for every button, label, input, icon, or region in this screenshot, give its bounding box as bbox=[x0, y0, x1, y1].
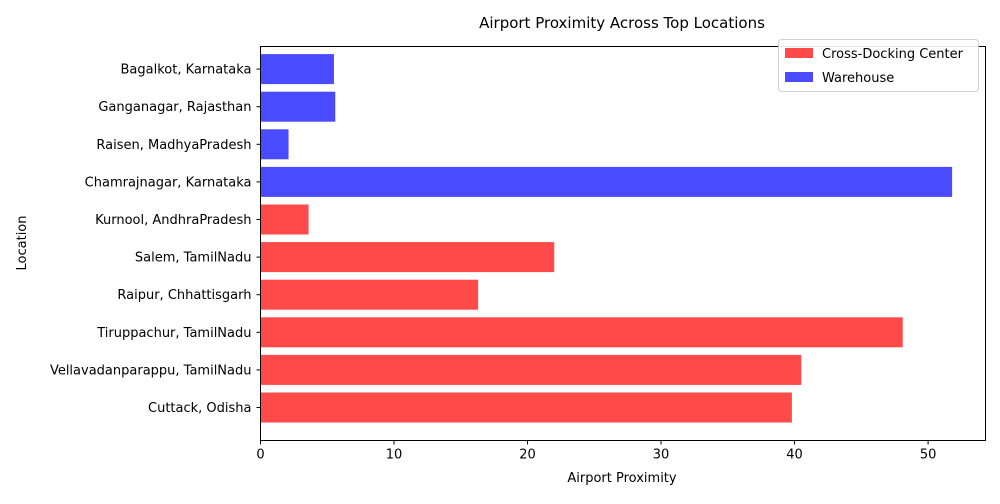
x-tick-label: 30 bbox=[653, 448, 670, 463]
legend-label-cross-docking-center: Cross-Docking Center bbox=[822, 47, 964, 62]
bar-cuttack-odisha bbox=[260, 392, 792, 423]
y-axis-label: Location bbox=[15, 216, 30, 271]
legend-swatch-warehouse bbox=[785, 72, 813, 82]
y-tick-label: Vellavadanparappu, TamilNadu bbox=[50, 363, 252, 378]
y-tick-label: Tiruppachur, TamilNadu bbox=[96, 326, 251, 341]
y-tick-label: Salem, TamilNadu bbox=[135, 251, 252, 266]
y-tick-label: Raipur, Chhattisgarh bbox=[117, 288, 251, 303]
y-tick-label: Ganganagar, Rajasthan bbox=[98, 100, 251, 115]
chart-title: Airport Proximity Across Top Locations bbox=[479, 14, 765, 32]
y-tick-label: Chamrajnagar, Karnataka bbox=[85, 175, 252, 190]
bar-salem-tamilnadu bbox=[260, 242, 555, 273]
y-tick-label: Raisen, MadhyaPradesh bbox=[96, 138, 251, 153]
plot-frame bbox=[260, 46, 986, 441]
bar-vellavadanparappu-tamilnadu bbox=[260, 354, 802, 385]
x-tick-label: 0 bbox=[256, 448, 264, 463]
x-tick-label: 50 bbox=[920, 448, 937, 463]
bar-bagalkot-karnataka bbox=[260, 54, 334, 85]
x-tick-label: 20 bbox=[519, 448, 536, 463]
legend-frame bbox=[778, 39, 979, 92]
bar-raipur-chhattisgarh bbox=[260, 279, 479, 310]
bar-chamrajnagar-karnataka bbox=[260, 166, 953, 197]
legend-label-warehouse: Warehouse bbox=[822, 71, 894, 86]
y-tick-label: Kurnool, AndhraPradesh bbox=[95, 213, 251, 228]
bar-tiruppachur-tamilnadu bbox=[260, 317, 903, 348]
bars-layer bbox=[260, 54, 953, 423]
legend-swatch-cross-docking-center bbox=[785, 48, 813, 58]
y-tick-label: Cuttack, Odisha bbox=[148, 401, 252, 416]
y-axis: Cuttack, Odisha Vellavadanparappu, TamilN… bbox=[50, 63, 261, 416]
x-axis-label: Airport Proximity bbox=[567, 471, 677, 486]
x-axis: 0 10 20 30 40 50 bbox=[256, 440, 937, 463]
bar-ganganagar-rajasthan bbox=[260, 91, 336, 122]
bar-kurnool-andhrapradesh bbox=[260, 204, 309, 235]
x-tick-label: 10 bbox=[386, 448, 403, 463]
y-tick-label: Bagalkot, Karnataka bbox=[120, 63, 251, 78]
x-tick-label: 40 bbox=[786, 448, 803, 463]
legend: Cross-Docking Center Warehouse bbox=[778, 39, 979, 92]
bar-raisen-madhyapradesh bbox=[260, 129, 289, 160]
